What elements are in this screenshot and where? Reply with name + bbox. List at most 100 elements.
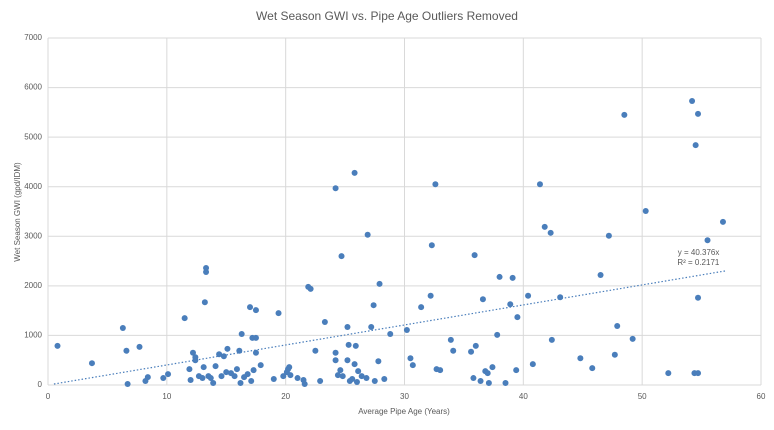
point [332,349,339,356]
point [479,296,486,303]
x-axis-label: Average Pipe Age (Years) [358,407,450,416]
point [548,336,555,343]
point [494,331,501,338]
point [338,253,345,260]
point [247,304,254,311]
point [200,364,207,371]
point [614,323,621,330]
y-tick-label: 0 [38,380,43,389]
point [231,373,238,380]
point [529,361,536,368]
point [695,370,702,377]
point [418,304,425,311]
y-tick-label: 6000 [24,83,42,92]
point [541,223,548,230]
point [450,347,457,354]
x-tick-label: 60 [757,392,766,401]
point [119,324,126,331]
point [427,292,434,299]
point [695,110,702,117]
point [339,373,346,380]
point [54,342,61,349]
point [294,375,301,382]
point [376,280,383,287]
point [334,372,341,379]
point [597,271,604,278]
point [375,358,382,365]
point [368,324,375,331]
point [218,373,225,380]
point [337,367,344,374]
point [642,208,649,215]
point [312,347,319,354]
point [220,353,227,360]
point [224,345,231,352]
point [88,360,95,367]
point [181,315,188,322]
point [409,362,416,369]
point [332,357,339,364]
point [351,169,358,176]
point [468,348,475,355]
point [489,364,496,371]
point [287,372,294,379]
point [513,367,520,374]
point [345,341,352,348]
point [201,299,208,306]
point [344,357,351,364]
point [252,349,259,356]
point [123,347,130,354]
point [428,242,435,249]
point [665,370,672,377]
point [502,380,509,387]
point [124,381,131,388]
point [577,355,584,362]
point [248,378,255,385]
point [719,218,726,225]
point [280,373,287,380]
point [270,376,277,383]
point [187,377,194,384]
y-tick-label: 2000 [24,281,42,290]
point [192,354,199,361]
point [257,362,264,369]
point [363,375,370,382]
point [407,355,414,362]
point [244,371,251,378]
point [403,326,410,333]
point [611,351,618,358]
point [704,237,711,244]
point [509,274,516,281]
point [352,342,359,349]
point [301,381,308,388]
y-tick-label: 1000 [24,331,42,340]
point [589,365,596,372]
chart-title: Wet Season GWI vs. Pipe Age Outliers Rem… [256,9,518,23]
point [136,343,143,350]
point [485,380,492,387]
point [317,378,324,385]
point [364,231,371,238]
point [349,376,356,383]
point [353,379,360,386]
point [321,319,328,326]
point [695,294,702,301]
x-tick-label: 50 [638,392,647,401]
point [472,342,479,349]
point [525,292,532,299]
point [207,375,214,382]
point [332,185,339,192]
point [252,307,259,314]
point [203,265,210,272]
point [223,369,230,376]
point [307,285,314,292]
trendline [53,270,726,385]
point [496,273,503,280]
y-tick-label: 7000 [24,33,42,42]
point [387,330,394,337]
point [212,363,219,370]
point [381,376,388,383]
point [514,314,521,321]
point [484,370,491,377]
